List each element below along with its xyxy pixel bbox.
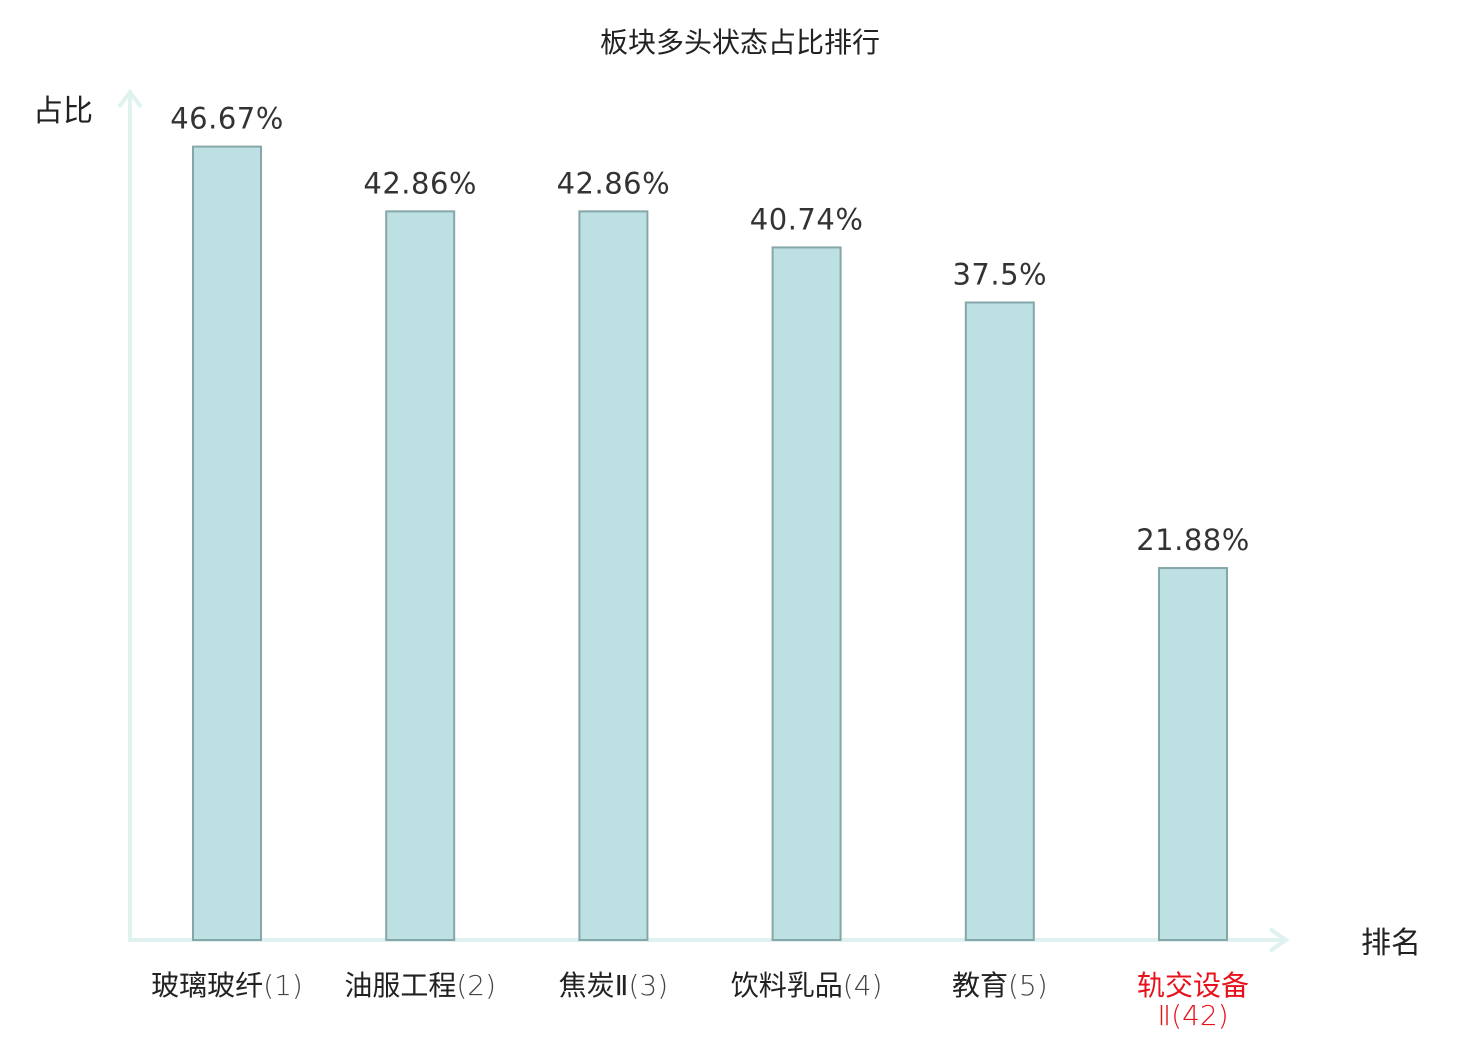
y-axis-arrow [117, 88, 143, 109]
category-labels: 玻璃玻纤(1) 油服工程(2) 焦炭Ⅱ(3) 饮料乳品(4) 教育(5) 轨交设备Ⅱ(42… [151, 969, 1249, 1032]
category-rank: (5) [1008, 969, 1048, 1002]
category-rank: (1) [263, 969, 303, 1002]
category-name: 教育 [952, 969, 1008, 1002]
chart-title: 板块多头状态占比排行 [600, 26, 880, 59]
value-label: 21.88% [1136, 523, 1250, 557]
category-rank: Ⅱ(42) [1157, 999, 1228, 1032]
x-axis-label: 排名 [1361, 926, 1421, 961]
value-label: 42.86% [557, 166, 671, 200]
y-axis: 占比 [33, 88, 143, 940]
bar [964, 301, 1035, 941]
value-label: 42.86% [363, 166, 477, 200]
bar [1158, 567, 1228, 941]
bar [771, 246, 842, 942]
category-label: 油服工程(2) [344, 969, 496, 1002]
value-labels: 46.67% 42.86% 42.86% 40.74% 37.5% 21.88% [170, 102, 1250, 557]
category-label: 教育(5) [952, 969, 1048, 1002]
category-name: 饮料乳品 [731, 969, 843, 1002]
category-rank: (4) [843, 969, 883, 1002]
category-label: 玻璃玻纤(1) [151, 969, 303, 1002]
category-name: 焦炭Ⅱ [559, 969, 629, 1002]
x-axis-arrow [1268, 927, 1290, 953]
category-name: 玻璃玻纤 [151, 969, 263, 1002]
category-rank: (3) [628, 969, 668, 1002]
category-label: 饮料乳品(4) [731, 969, 883, 1002]
bar [385, 210, 456, 941]
bar-series [192, 145, 1228, 942]
value-label: 40.74% [750, 202, 864, 236]
value-label: 46.67% [170, 102, 284, 136]
y-axis-label: 占比 [33, 94, 93, 129]
x-axis: 排名 [128, 926, 1421, 961]
bar [192, 145, 262, 942]
category-name: 轨交设备 [1137, 969, 1249, 1002]
bar [578, 210, 649, 941]
category-label: 焦炭Ⅱ(3) [559, 969, 668, 1002]
value-label: 37.5% [952, 258, 1047, 292]
category-rank: (2) [456, 969, 496, 1002]
category-name: 油服工程 [344, 969, 456, 1002]
